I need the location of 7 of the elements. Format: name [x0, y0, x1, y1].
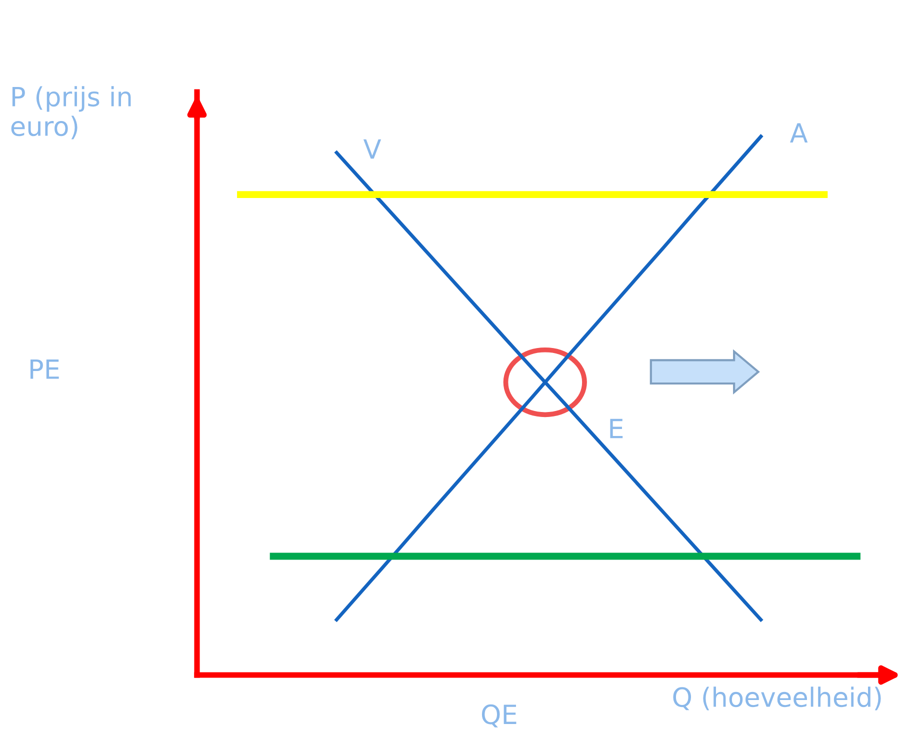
annotation: E — [610, 418, 623, 438]
text: QE — [482, 704, 516, 728]
series-label: A — [790, 123, 808, 142]
series-label: V — [363, 139, 382, 159]
y-axis-title: P (prijs in euro) — [11, 86, 131, 140]
text: PE — [30, 360, 59, 379]
x-axis-title: Q (hoeveelheid) — [673, 686, 881, 710]
